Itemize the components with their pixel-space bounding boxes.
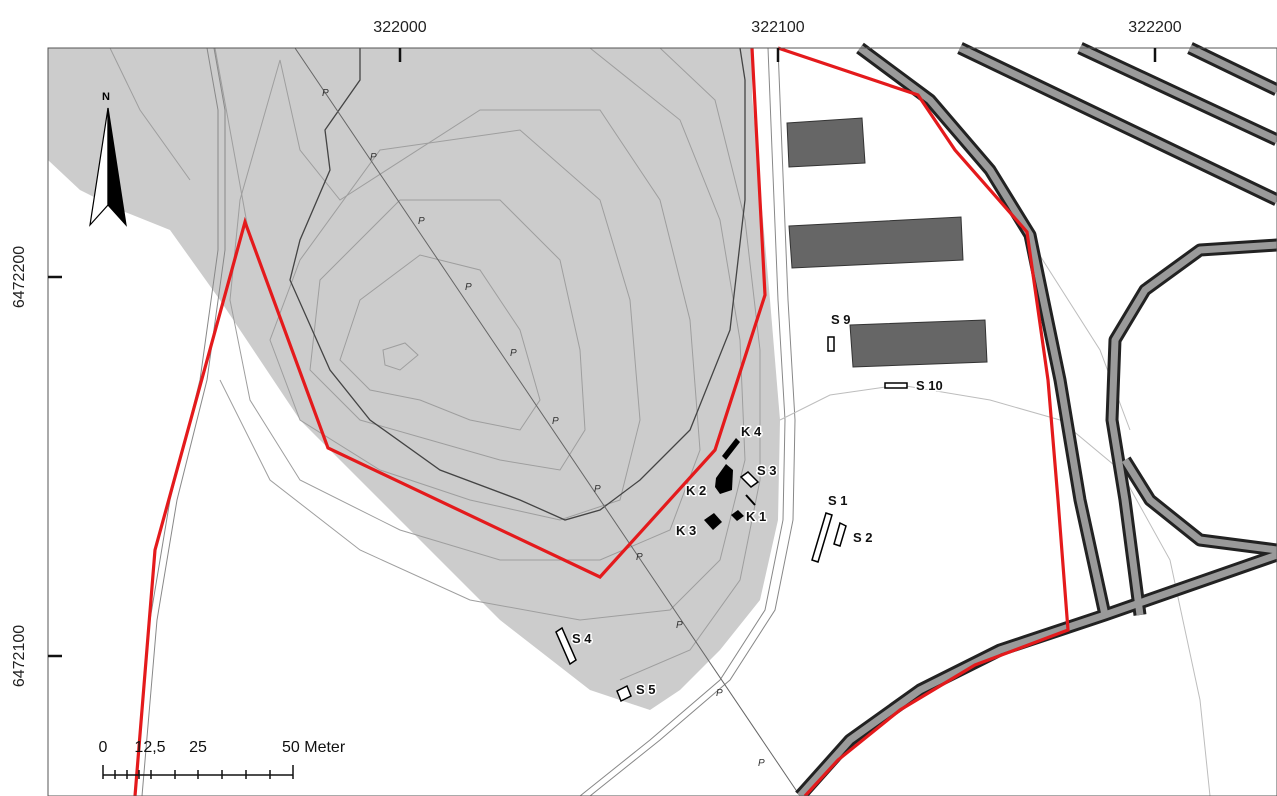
pipeline-marker: P [716,688,723,699]
pipeline-marker: P [552,416,559,427]
hill-area [48,48,780,710]
contour-lines [109,47,761,681]
building [849,319,988,368]
north-arrow-icon [107,107,127,227]
label-k4: K 4 [741,424,762,439]
y-tick-label: 6472200 [11,246,28,308]
scale-label: 0 [99,739,108,756]
roads [795,42,1277,796]
pipeline-markers: P P P P P P P P P P P [322,88,765,769]
feature-k1-line [745,494,756,506]
pipeline-marker: P [510,348,517,359]
pipeline-line [294,47,801,796]
main-contour [289,47,746,521]
north-arrow: N [89,91,127,227]
pipeline-marker: P [465,282,472,293]
scale-label: 25 [189,739,207,756]
pipeline-marker: P [418,216,425,227]
feature-s4-shape [555,626,577,666]
feature-s3-shape [739,471,760,488]
building [786,117,866,168]
feature-s10-shape [884,382,908,389]
feature-labels: K 4 K 2 K 3 K 1 S 3 S 1 S 2 S 9 S 10 S 4… [571,311,945,699]
y-tick-label: 6472100 [11,625,28,687]
feature-k1-shape [731,510,744,521]
feature-s5-shape [616,684,632,703]
label-k2: K 2 [686,483,706,498]
buildings [786,117,988,368]
pipeline-marker: P [758,758,765,769]
track-middle [579,47,796,796]
label-s9: S 9 [831,312,851,327]
feature-s1-shape [811,512,833,563]
grid-ticks [48,48,1157,658]
feature-s9-shape [827,336,835,352]
label-s2: S 2 [853,530,873,545]
small-features [555,336,908,703]
boundary-lines [133,46,1070,796]
label-k3: K 3 [676,523,696,538]
map-border [47,47,1277,796]
label-s10: S 10 [916,378,943,393]
north-label: N [102,91,110,103]
scale-label: 12,5 [134,739,165,756]
scale-label: 50 Meter [282,739,346,756]
scale-bar: 0 12,5 25 50 Meter [99,739,346,779]
x-tick-label: 322100 [751,19,804,36]
label-s3: S 3 [757,463,777,478]
label-s1: S 1 [828,493,848,508]
pipeline-marker: P [370,152,377,163]
pipeline-marker: P [636,552,643,563]
feature-k3-shape [704,513,722,530]
label-k1: K 1 [746,509,766,524]
building [788,216,964,269]
pipeline-marker: P [594,484,601,495]
feature-k2-shape [715,464,733,494]
feature-k4-shape [722,438,740,460]
label-s5: S 5 [636,682,656,697]
label-s4: S 4 [572,631,592,646]
x-tick-label: 322000 [373,19,426,36]
feature-s2-shape [833,521,847,547]
x-tick-label: 322200 [1128,19,1181,36]
pipeline-marker: P [676,620,683,631]
thin-lines [779,239,1211,796]
pipeline-marker: P [322,88,329,99]
